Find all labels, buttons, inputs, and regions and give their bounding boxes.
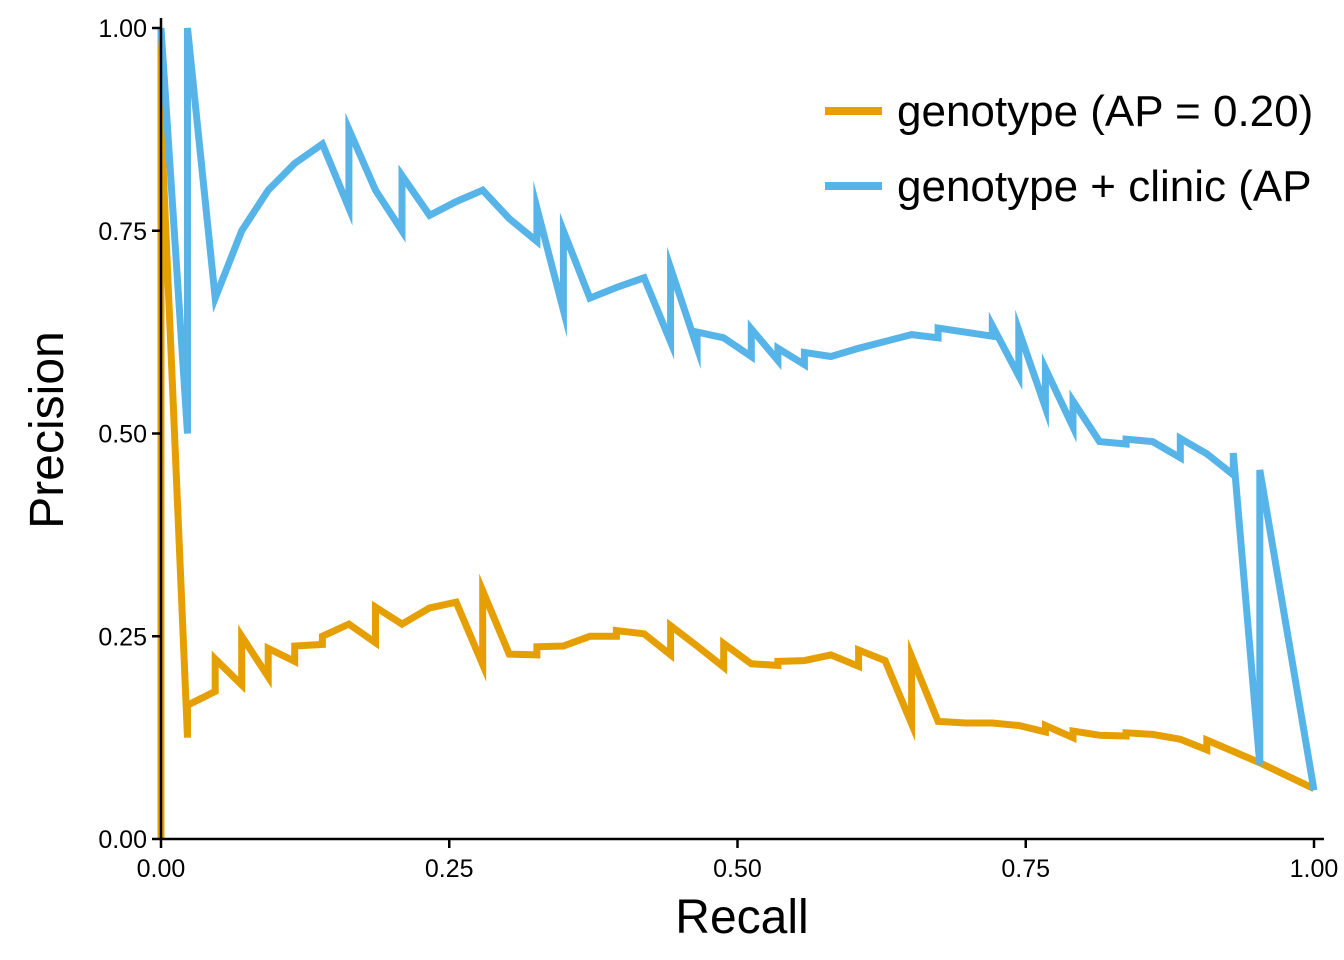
- y-tick-label: 0.50: [98, 421, 147, 449]
- y-axis-title: Precision: [21, 331, 74, 528]
- legend: genotype (AP = 0.20) genotype + clinic (A…: [825, 87, 1313, 211]
- legend-label-1: genotype (AP = 0.20): [897, 87, 1313, 136]
- y-tick-label: 0.25: [98, 623, 147, 651]
- x-tick-label: 1.00: [1290, 855, 1339, 883]
- y-tick-label: 0.75: [98, 218, 147, 246]
- y-ticks: 0.00 0.25 0.50 0.75 1.00: [98, 15, 161, 854]
- y-tick-label: 0.00: [98, 826, 147, 854]
- x-ticks: 0.00 0.25 0.50 0.75 1.00: [137, 839, 1339, 883]
- series-line-1: [157, 28, 1316, 839]
- x-axis-title: Recall: [675, 891, 808, 944]
- x-tick-label: 0.25: [425, 855, 474, 883]
- series-line-2: [157, 27, 1318, 791]
- legend-label-2: genotype + clinic (AP: [897, 162, 1312, 211]
- series-layer: [157, 27, 1318, 839]
- y-tick-label: 1.00: [98, 15, 147, 43]
- axes-layer: [159, 18, 1324, 841]
- x-tick-label: 0.00: [137, 855, 186, 883]
- x-tick-label: 0.50: [713, 855, 762, 883]
- x-tick-label: 0.75: [1001, 855, 1050, 883]
